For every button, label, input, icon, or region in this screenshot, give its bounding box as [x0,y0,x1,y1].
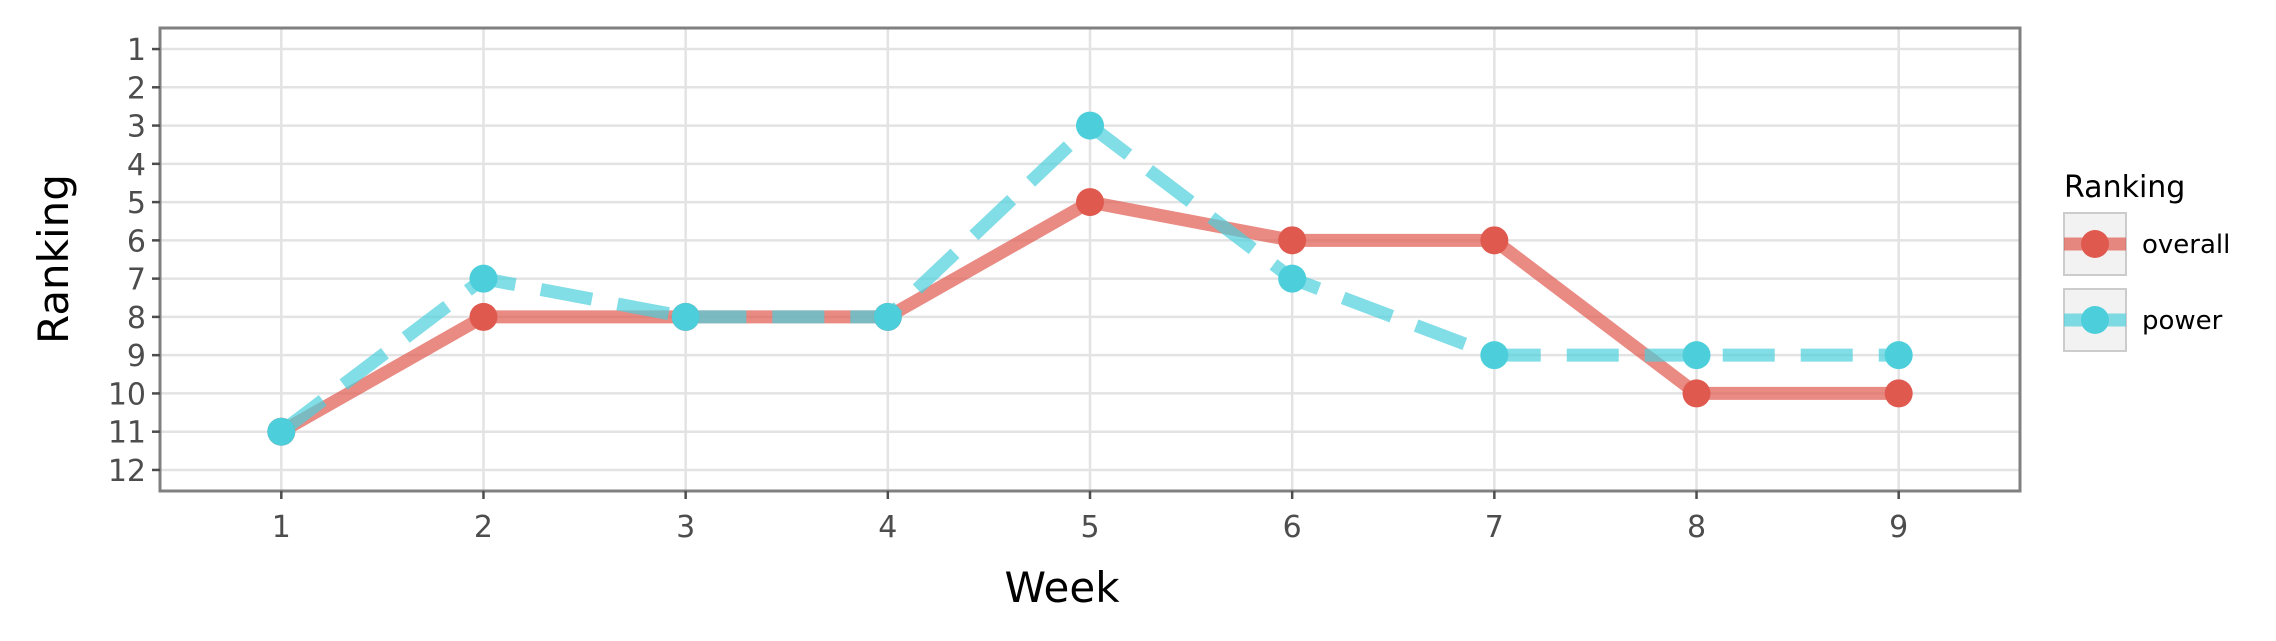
data-point-power [1278,264,1307,293]
y-tick-label: 3 [127,110,146,145]
y-tick-label: 8 [127,301,146,336]
x-tick-label: 5 [1080,510,1099,545]
y-tick-label: 2 [127,71,146,106]
x-axis: 1 2 3 4 5 6 7 8 9 [272,491,1908,545]
data-point-power [469,264,498,293]
x-tick-label: 7 [1485,510,1504,545]
y-tick-label: 1 [127,33,146,68]
data-point-power [873,302,902,331]
data-point-overall [1076,188,1104,217]
legend-label-overall: overall [2142,230,2230,260]
y-tick-label: 5 [127,186,146,221]
data-point-power [267,417,296,446]
legend: Ranking overall power [2063,170,2230,352]
data-point-overall [1682,379,1711,408]
x-tick-label: 4 [878,510,897,545]
y-tick-label: 7 [127,263,146,298]
data-point-overall [1278,226,1307,255]
data-point-power [1076,111,1104,140]
x-tick-label: 6 [1283,510,1302,545]
y-tick-label: 4 [127,148,146,183]
y-tick-label: 11 [108,416,146,451]
x-tick-label: 8 [1687,510,1706,545]
x-tick-label: 1 [272,510,291,545]
y-tick-label: 9 [127,339,146,374]
data-point-overall [1884,379,1913,408]
x-axis-title: Week [1004,563,1120,612]
y-axis-title: Ranking [29,174,78,344]
x-tick-label: 2 [474,510,493,545]
series-points [267,111,1913,446]
legend-marker-power [2081,306,2109,334]
data-point-overall [1480,226,1509,255]
data-point-power [1682,341,1711,370]
y-tick-label: 12 [108,454,146,489]
legend-title: Ranking [2064,170,2185,205]
data-point-power [1884,341,1913,370]
y-tick-label: 6 [127,224,146,259]
x-tick-label: 9 [1889,510,1908,545]
y-tick-label: 10 [108,377,146,412]
data-point-overall [469,302,498,331]
x-tick-label: 3 [676,510,695,545]
data-point-power [1480,341,1509,370]
legend-label-power: power [2142,306,2223,336]
data-point-power [671,302,700,331]
legend-marker-overall [2081,230,2109,258]
